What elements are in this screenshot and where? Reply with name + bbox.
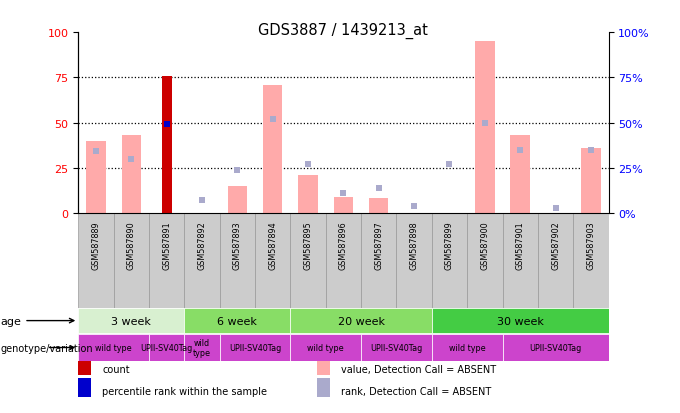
Text: GSM587892: GSM587892: [197, 221, 207, 270]
Text: UPII-SV40Tag: UPII-SV40Tag: [530, 343, 581, 352]
Text: UPII-SV40Tag: UPII-SV40Tag: [141, 343, 192, 352]
Text: wild type: wild type: [307, 343, 344, 352]
Text: age: age: [1, 316, 74, 326]
Bar: [78, 378, 91, 397]
Bar: [122, 136, 141, 214]
Bar: [228, 186, 247, 214]
Bar: [114, 214, 149, 308]
Text: wild
type: wild type: [193, 338, 211, 357]
Text: GSM587896: GSM587896: [339, 221, 348, 270]
Bar: [78, 214, 114, 308]
Bar: [299, 176, 318, 214]
Bar: [290, 334, 361, 361]
Text: GSM587901: GSM587901: [515, 221, 525, 270]
Bar: [78, 356, 91, 375]
Bar: [86, 141, 105, 214]
Bar: [162, 76, 171, 214]
Bar: [220, 214, 255, 308]
Text: GSM587897: GSM587897: [374, 221, 384, 270]
Text: percentile rank within the sample: percentile rank within the sample: [102, 387, 267, 396]
Bar: [573, 214, 609, 308]
Text: UPII-SV40Tag: UPII-SV40Tag: [229, 343, 281, 352]
Bar: [432, 334, 503, 361]
Text: GSM587893: GSM587893: [233, 221, 242, 270]
Text: 6 week: 6 week: [218, 316, 257, 326]
Bar: [317, 378, 330, 397]
Bar: [149, 334, 184, 361]
Text: genotype/variation: genotype/variation: [1, 343, 93, 353]
Bar: [503, 214, 538, 308]
Text: count: count: [102, 364, 130, 374]
Text: 20 week: 20 week: [337, 316, 385, 326]
Bar: [184, 334, 220, 361]
Text: GSM587900: GSM587900: [480, 221, 490, 270]
Bar: [334, 197, 353, 214]
Text: 3 week: 3 week: [112, 316, 151, 326]
Bar: [361, 334, 432, 361]
Text: wild type: wild type: [449, 343, 486, 352]
Text: UPII-SV40Tag: UPII-SV40Tag: [371, 343, 422, 352]
Bar: [432, 309, 609, 333]
Bar: [396, 214, 432, 308]
Text: GSM587902: GSM587902: [551, 221, 560, 270]
Text: GSM587891: GSM587891: [162, 221, 171, 270]
Bar: [475, 42, 494, 214]
Text: GSM587889: GSM587889: [91, 221, 101, 270]
Bar: [290, 214, 326, 308]
Text: 30 week: 30 week: [497, 316, 543, 326]
Bar: [361, 214, 396, 308]
Bar: [290, 309, 432, 333]
Bar: [503, 334, 609, 361]
Bar: [255, 214, 290, 308]
Text: rank, Detection Call = ABSENT: rank, Detection Call = ABSENT: [341, 387, 491, 396]
Text: GSM587894: GSM587894: [268, 221, 277, 270]
Bar: [369, 199, 388, 214]
Bar: [184, 214, 220, 308]
Text: GSM587895: GSM587895: [303, 221, 313, 270]
Text: GDS3887 / 1439213_at: GDS3887 / 1439213_at: [258, 23, 428, 39]
Bar: [184, 309, 290, 333]
Bar: [326, 214, 361, 308]
Text: GSM587898: GSM587898: [409, 221, 419, 270]
Text: wild type: wild type: [95, 343, 132, 352]
Text: GSM587899: GSM587899: [445, 221, 454, 270]
Bar: [78, 309, 184, 333]
Text: GSM587903: GSM587903: [586, 221, 596, 270]
Bar: [263, 85, 282, 214]
Bar: [511, 136, 530, 214]
Text: value, Detection Call = ABSENT: value, Detection Call = ABSENT: [341, 364, 496, 374]
Bar: [78, 334, 149, 361]
Bar: [538, 214, 573, 308]
Bar: [317, 356, 330, 375]
Bar: [149, 214, 184, 308]
Bar: [581, 149, 600, 214]
Text: GSM587890: GSM587890: [126, 221, 136, 270]
Bar: [220, 334, 290, 361]
Bar: [467, 214, 503, 308]
Bar: [432, 214, 467, 308]
